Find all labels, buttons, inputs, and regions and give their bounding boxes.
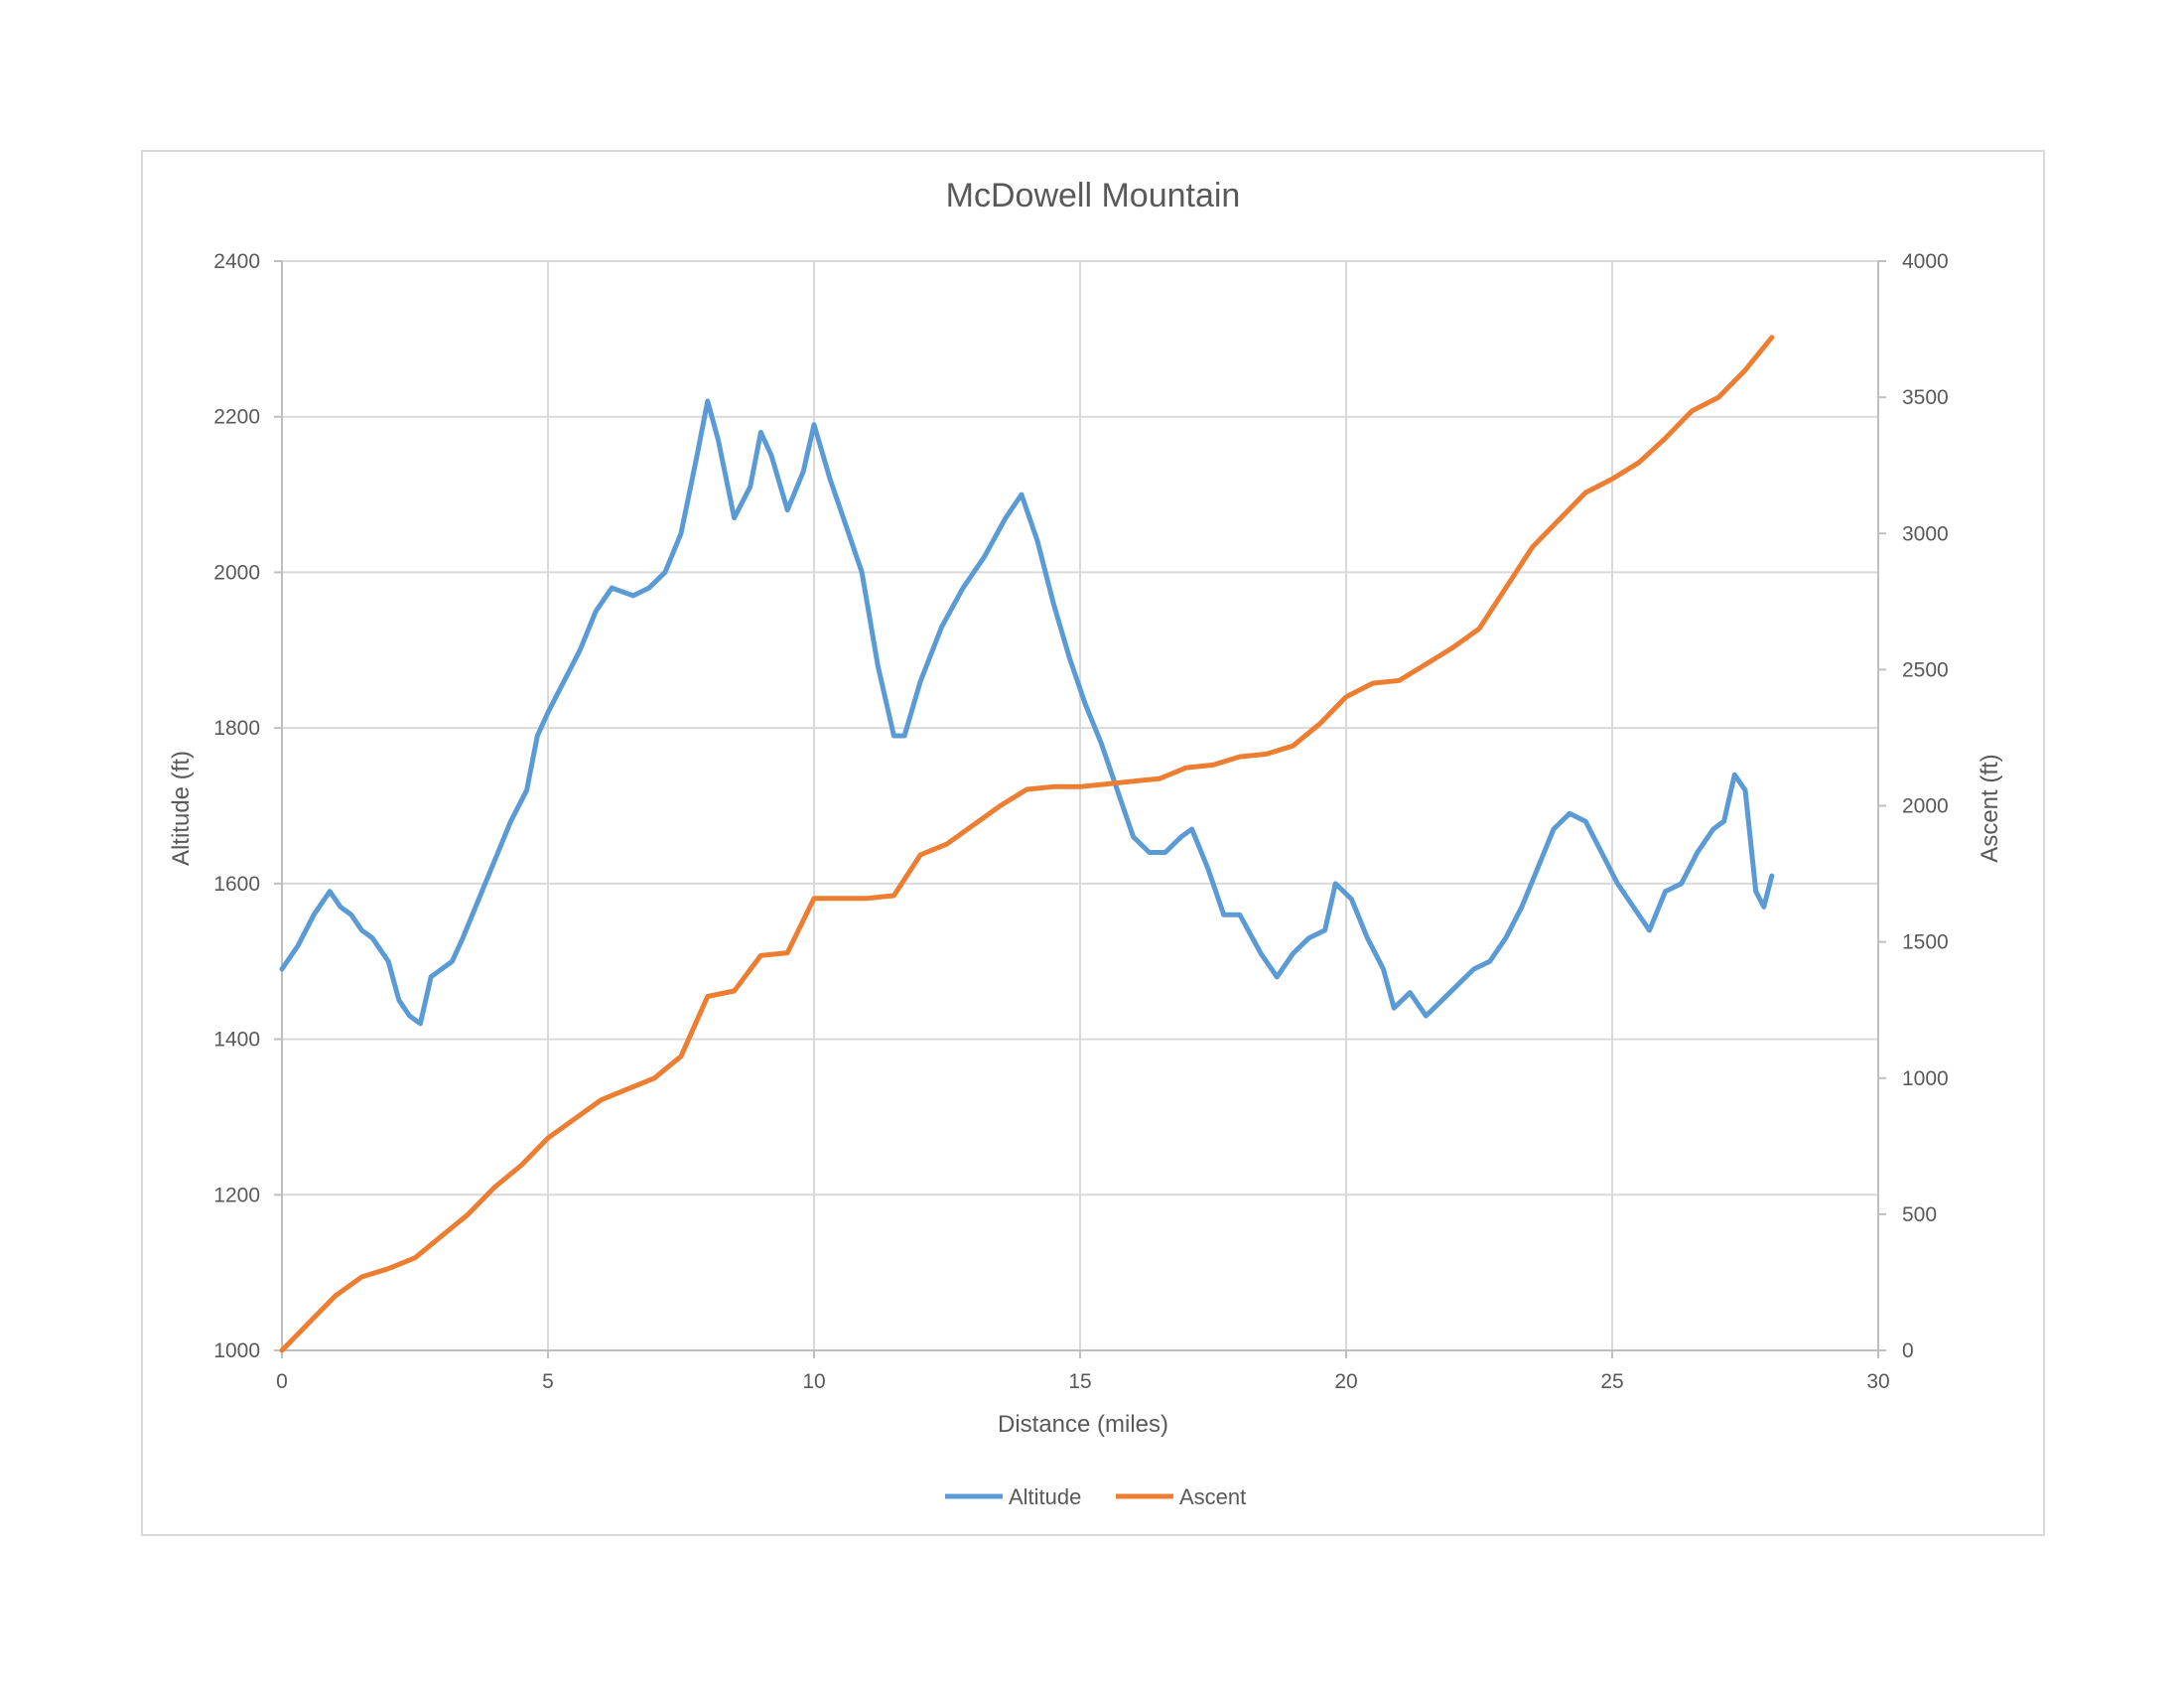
- y2-tick-label: 3000: [1902, 522, 1949, 545]
- legend-label-altitude: Altitude: [1009, 1484, 1081, 1509]
- y-tick-label: 1800: [213, 717, 260, 740]
- y2-tick-label: 1500: [1902, 931, 1949, 954]
- y2-tick-label: 2000: [1902, 795, 1949, 818]
- x-tick-label: 15: [1068, 1370, 1091, 1393]
- legend-item-ascent: Ascent: [1116, 1484, 1246, 1509]
- y-tick-label: 2000: [213, 561, 260, 584]
- y-tick-label: 1400: [213, 1029, 260, 1052]
- x-tick-label: 0: [276, 1370, 288, 1393]
- y2-tick-label: 500: [1902, 1203, 1937, 1226]
- x-tick-label: 25: [1600, 1370, 1623, 1393]
- legend-label-ascent: Ascent: [1179, 1484, 1246, 1509]
- y-tick-label: 1000: [213, 1339, 260, 1362]
- series-lines: [279, 335, 1775, 1353]
- y2-tick-label: 1000: [1902, 1067, 1949, 1090]
- y-tick-label: 2400: [213, 250, 260, 273]
- y2-tick-label: 3500: [1902, 386, 1949, 409]
- series-line-ascent: [279, 335, 1775, 1353]
- gridlines: [282, 260, 1879, 1350]
- y2-tick-label: 4000: [1902, 250, 1949, 273]
- tick-labels: 1000 1200 1400 1600 1800 2000 2200 2400 0 5 10 15 20…: [213, 250, 1948, 1393]
- x-tick-label: 30: [1866, 1370, 1889, 1393]
- x-tick-label: 5: [542, 1370, 554, 1393]
- y-tick-label: 1600: [213, 873, 260, 896]
- chart-area: [141, 150, 2045, 1536]
- y-tick-label: 2200: [213, 406, 260, 429]
- legend: Altitude Ascent: [945, 1484, 1246, 1509]
- y2-axis-title: Ascent (ft): [1977, 754, 2003, 862]
- x-axis-title: Distance (miles): [998, 1411, 1168, 1438]
- legend-item-altitude: Altitude: [945, 1484, 1081, 1509]
- y-tick-label: 1200: [213, 1184, 260, 1206]
- y-axis-title: Altitude (ft): [168, 751, 195, 866]
- y2-tick-label: 0: [1902, 1339, 1914, 1362]
- series-line-altitude: [279, 398, 1775, 1027]
- x-tick-label: 10: [802, 1370, 825, 1393]
- axes: [274, 260, 1886, 1358]
- y2-tick-label: 2500: [1902, 658, 1949, 681]
- x-tick-label: 20: [1334, 1370, 1357, 1393]
- chart-title: McDowell Mountain: [946, 177, 1241, 214]
